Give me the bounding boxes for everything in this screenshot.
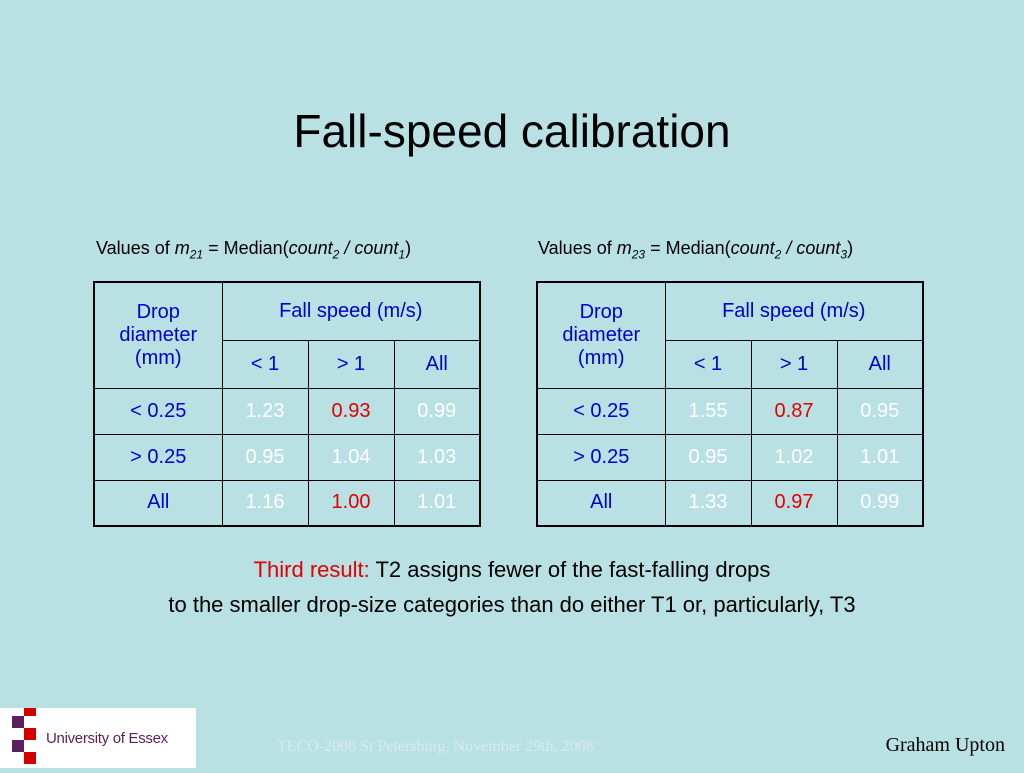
university-logo-icon: [12, 708, 36, 764]
table-row: < 0.25 1.23 0.93 0.99: [93, 387, 481, 435]
col-gt1-header: > 1: [307, 339, 395, 389]
result-line-2: to the smaller drop-size categories than…: [168, 592, 856, 617]
cell-value: 0.99: [836, 479, 924, 527]
col-all-header: All: [393, 339, 481, 389]
row-label: < 0.25: [93, 387, 223, 435]
left-calibration-table: Drop diameter (mm) Fall speed (m/s) < 1 …: [93, 281, 481, 527]
col-all-header: All: [836, 339, 924, 389]
table-row: All 1.33 0.97 0.99: [536, 479, 924, 527]
row-label: > 0.25: [93, 433, 223, 481]
cell-value: 1.33: [664, 479, 752, 527]
table-row: All 1.16 1.00 1.01: [93, 479, 481, 527]
row-label: All: [93, 479, 223, 527]
row-label: > 0.25: [536, 433, 666, 481]
drop-diameter-header: Drop diameter (mm): [536, 281, 666, 389]
cell-value-highlight: 1.00: [307, 479, 395, 527]
fall-speed-header: Fall speed (m/s): [221, 281, 481, 341]
row-label: < 0.25: [536, 387, 666, 435]
table-row: > 0.25 0.95 1.04 1.03: [93, 433, 481, 481]
col-lt1-header: < 1: [221, 339, 309, 389]
slide-title: Fall-speed calibration: [293, 105, 731, 157]
cell-value-highlight: 0.97: [750, 479, 838, 527]
cell-value: 1.55: [664, 387, 752, 435]
col-lt1-header: < 1: [664, 339, 752, 389]
table-row: > 0.25 0.95 1.02 1.01: [536, 433, 924, 481]
university-logo: University of Essex: [0, 708, 196, 768]
cell-value-highlight: 0.87: [750, 387, 838, 435]
cell-value: 1.01: [836, 433, 924, 481]
cell-value: 0.99: [393, 387, 481, 435]
author-footer: Graham Upton: [885, 734, 1005, 756]
cell-value: 1.01: [393, 479, 481, 527]
cell-value: 1.02: [750, 433, 838, 481]
university-logo-text: University of Essex: [46, 730, 168, 747]
row-label: All: [536, 479, 666, 527]
cell-value: 0.95: [664, 433, 752, 481]
cell-value: 1.03: [393, 433, 481, 481]
result-text-1: T2 assigns fewer of the fast-falling dro…: [369, 557, 771, 582]
cell-value: 0.95: [836, 387, 924, 435]
cell-value-highlight: 0.93: [307, 387, 395, 435]
col-gt1-header: > 1: [750, 339, 838, 389]
left-table-caption: Values of m21 = Median(count2 / count1): [96, 238, 412, 262]
result-line-1: Third result: T2 assigns fewer of the fa…: [0, 557, 1024, 583]
cell-value: 1.04: [307, 433, 395, 481]
right-calibration-table: Drop diameter (mm) Fall speed (m/s) < 1 …: [536, 281, 924, 527]
cell-value: 1.23: [221, 387, 309, 435]
fall-speed-header: Fall speed (m/s): [664, 281, 924, 341]
result-label: Third result:: [253, 557, 370, 582]
right-table-caption: Values of m23 = Median(count2 / count3): [538, 238, 854, 262]
cell-value: 1.16: [221, 479, 309, 527]
conference-footer: TECO-2008 St Petersburg, November 29th, …: [277, 738, 594, 755]
drop-diameter-header: Drop diameter (mm): [93, 281, 223, 389]
cell-value: 0.95: [221, 433, 309, 481]
table-row: < 0.25 1.55 0.87 0.95: [536, 387, 924, 435]
